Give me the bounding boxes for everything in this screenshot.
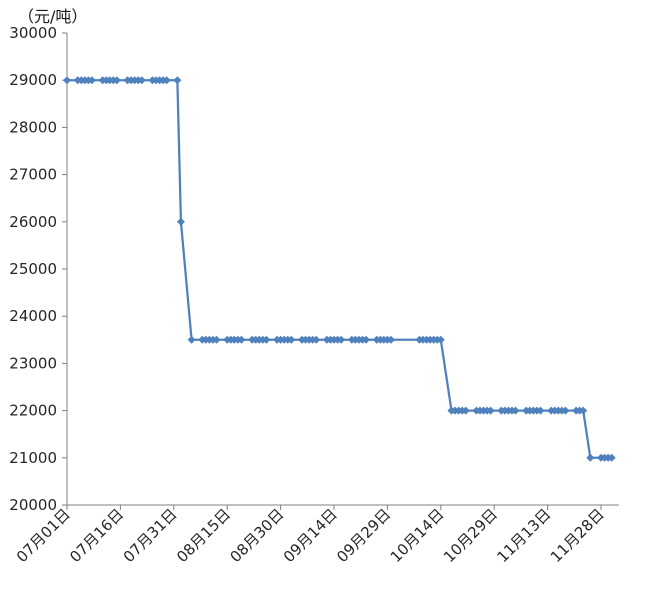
y-tick-label: 29000 xyxy=(9,71,57,89)
data-point-marker xyxy=(176,217,185,226)
y-tick-label: 27000 xyxy=(9,166,57,184)
series-line xyxy=(65,79,613,459)
y-axis-unit-label: （元/吨） xyxy=(18,7,88,26)
data-point-marker xyxy=(579,406,588,415)
data-point-marker xyxy=(187,335,196,344)
data-point-marker xyxy=(87,76,96,85)
y-tick-label: 30000 xyxy=(9,24,57,42)
y-axis: 30000 29000 28000 27000 26000 25000 24000 23000… xyxy=(9,24,67,514)
x-tick-label: 09月14日 xyxy=(280,505,341,566)
data-point-marker xyxy=(137,76,146,85)
data-point-marker xyxy=(436,335,445,344)
y-tick-label: 20000 xyxy=(9,496,57,514)
y-tick-label: 25000 xyxy=(9,260,57,278)
data-point-marker xyxy=(212,335,221,344)
data-point-marker xyxy=(607,453,616,462)
data-point-marker xyxy=(262,335,271,344)
x-tick-label: 07月16日 xyxy=(66,505,127,566)
data-point-marker xyxy=(287,335,296,344)
y-tick-label: 28000 xyxy=(9,118,57,136)
x-tick-label: 08月15日 xyxy=(173,505,234,566)
data-point-marker xyxy=(173,76,182,85)
y-tick-label: 21000 xyxy=(9,449,57,467)
data-point-marker xyxy=(536,406,545,415)
x-axis: 07月01日07月16日07月31日08月15日08月30日09月14日09月2… xyxy=(13,505,608,566)
data-point-marker xyxy=(486,406,495,415)
data-point-marker xyxy=(511,406,520,415)
y-tick-label: 22000 xyxy=(9,402,57,420)
y-tick-label: 24000 xyxy=(9,307,57,325)
x-tick-label: 10月14日 xyxy=(387,505,448,566)
data-point-marker xyxy=(162,76,171,85)
data-point-marker xyxy=(561,406,570,415)
y-tick-label: 23000 xyxy=(9,354,57,372)
data-point-marker xyxy=(362,335,371,344)
data-point-marker xyxy=(237,335,246,344)
x-tick-label: 11月28日 xyxy=(547,505,608,566)
data-point-marker xyxy=(386,335,395,344)
x-tick-label: 08月30日 xyxy=(226,505,287,566)
data-point-marker xyxy=(312,335,321,344)
axes xyxy=(66,33,619,506)
x-tick-label: 11月13日 xyxy=(493,505,554,566)
x-tick-label: 07月31日 xyxy=(120,505,181,566)
price-series xyxy=(63,76,616,462)
data-point-marker xyxy=(586,453,595,462)
data-point-marker xyxy=(63,76,71,85)
data-point-marker xyxy=(461,406,470,415)
x-tick-label: 07月01日 xyxy=(13,505,74,566)
y-tick-label: 26000 xyxy=(9,213,57,231)
x-tick-label: 09月29日 xyxy=(333,505,394,566)
data-point-marker xyxy=(112,76,121,85)
x-tick-label: 10月29日 xyxy=(440,505,501,566)
data-point-marker xyxy=(337,335,346,344)
